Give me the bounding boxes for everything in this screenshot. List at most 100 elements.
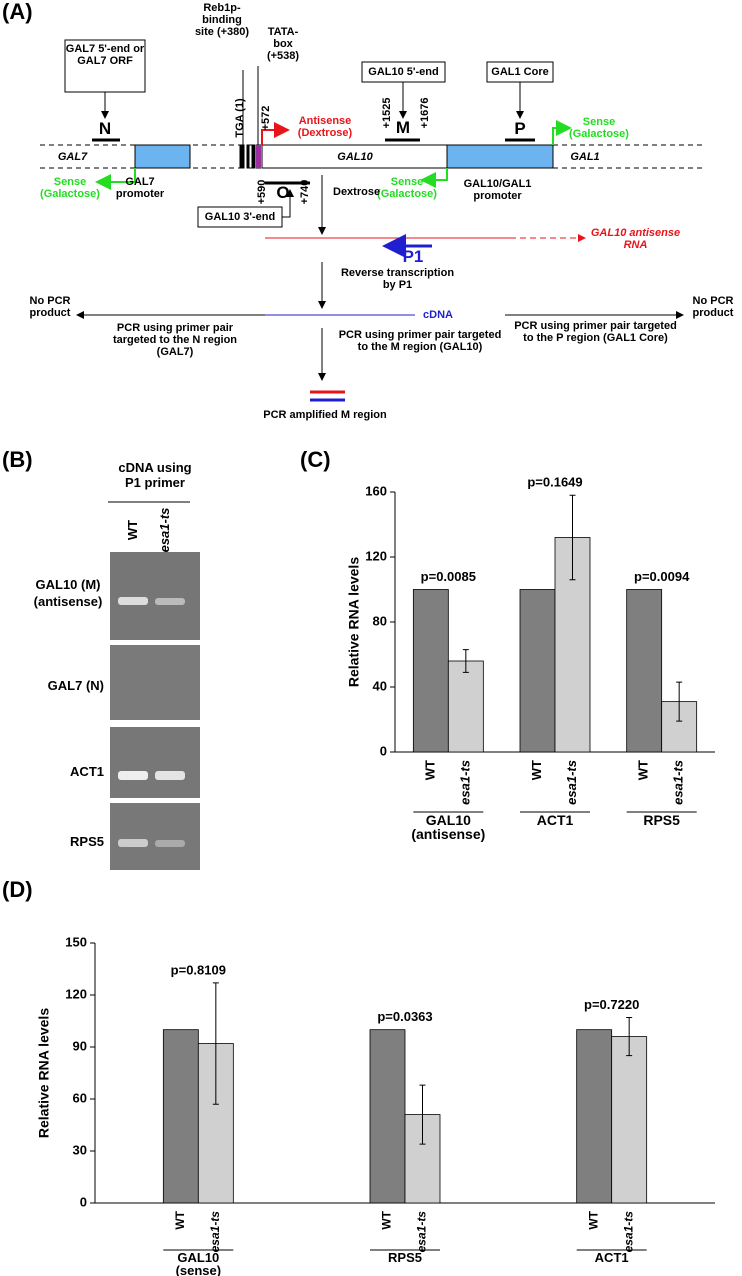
gel-header: cDNA using P1 primer (118, 460, 192, 490)
label: M (395, 118, 411, 137)
label: TATA-box (+538) (266, 26, 300, 62)
annotation: p=0.7220 (584, 997, 639, 1012)
series-label: WT (422, 760, 437, 780)
band (155, 771, 185, 780)
bar (412, 589, 449, 753)
series-label: esa1-ts (621, 1211, 635, 1253)
tata-box (256, 145, 261, 168)
y-tick-label: 160 (365, 483, 387, 498)
y-tick-label: 120 (65, 986, 87, 1001)
band (118, 771, 148, 780)
series-label: WT (380, 1210, 394, 1229)
label: GAL1 (570, 151, 600, 163)
row-label: GAL7 (N) (47, 678, 104, 693)
series-label: esa1-ts (208, 1211, 222, 1253)
label: GAL7 promoter (115, 176, 165, 200)
bar (576, 1029, 613, 1204)
annotation: p=0.0363 (377, 1009, 432, 1024)
panel-label: (C) (300, 447, 331, 472)
label: Sense (Galactose) (377, 176, 437, 200)
band (155, 598, 185, 605)
label: +590 (256, 179, 268, 205)
x-tick-label: ACT1 (536, 812, 574, 828)
series-label: WT (636, 760, 651, 780)
y-tick-label: 0 (380, 743, 387, 758)
label: +572 (260, 105, 272, 131)
y-tick-label: 60 (73, 1090, 87, 1105)
y-tick-label: 80 (373, 613, 387, 628)
annotation: p=0.1649 (527, 475, 582, 490)
y-tick-label: 150 (65, 934, 87, 949)
error-bar (212, 982, 219, 1105)
arrow (261, 122, 290, 145)
label: PCR amplified M region (263, 409, 387, 421)
label: GAL10 5'-end (368, 66, 439, 78)
series-label: WT (529, 760, 544, 780)
label: Sense (Galactose) (569, 116, 629, 140)
label: GAL10/GAL1 promoter (463, 178, 532, 202)
x-tick-label: GAL10 (sense) (175, 1250, 222, 1276)
label: GAL10 antisense RNA (590, 227, 681, 251)
error-bar (676, 681, 683, 722)
series-label: WT (586, 1210, 600, 1229)
bar (611, 1036, 648, 1204)
label: +1525 (381, 97, 393, 129)
gel (108, 501, 200, 870)
series-label: esa1-ts (564, 760, 579, 805)
y-axis-title: Relative RNA levels (346, 557, 362, 687)
series-label: esa1-ts (457, 760, 472, 805)
panel-label: (A) (2, 0, 33, 24)
row-label: ACT1 (70, 764, 104, 779)
diagram (40, 39, 705, 402)
promoter (134, 144, 191, 169)
label: GAL10 (337, 151, 373, 163)
band (118, 839, 148, 847)
label: No PCR product (29, 295, 71, 319)
series-label: WT (173, 1210, 187, 1229)
gel-strip (110, 552, 200, 640)
lane-label: esa1-ts (157, 507, 172, 553)
x-tick-label: RPS5 (643, 812, 680, 828)
label: Reverse transcription by P1 (340, 267, 455, 291)
y-tick-label: 120 (365, 548, 387, 563)
label: cDNA (423, 309, 453, 321)
label: Dextrose (333, 186, 381, 198)
label: GAL1 Core (491, 66, 549, 78)
x-tick-label: ACT1 (594, 1250, 629, 1265)
series-label: esa1-ts (671, 760, 686, 805)
label: No PCR product (692, 295, 734, 319)
y-tick-label: 0 (80, 1194, 87, 1209)
gel-strip (110, 727, 200, 798)
bar (162, 1029, 199, 1204)
annotation: p=0.8109 (171, 962, 226, 977)
arrow (420, 168, 448, 188)
label: +1676 (419, 97, 431, 129)
error-bar (462, 649, 469, 673)
band (155, 840, 185, 847)
bar (447, 660, 484, 753)
lane-label: WT (125, 519, 140, 541)
label: Sense (Galactose) (40, 176, 100, 200)
error-bar (626, 1017, 633, 1057)
label: N (98, 119, 112, 138)
label: GAL7 5'-end or GAL7 ORF (65, 43, 145, 67)
gel-strip (110, 645, 200, 720)
y-axis-title: Relative RNA levels (36, 1008, 52, 1138)
annotation: p=0.0085 (421, 569, 476, 584)
arrow (552, 120, 572, 145)
label: GAL10 3'-end (204, 211, 276, 223)
row-label: RPS5 (70, 834, 104, 849)
y-tick-label: 40 (373, 678, 387, 693)
series-label: esa1-ts (415, 1211, 429, 1253)
error-bar (569, 494, 576, 581)
label: TGA (1) (234, 98, 246, 138)
bar (369, 1029, 406, 1204)
x-tick-label: RPS5 (388, 1250, 422, 1265)
panel-label: (D) (2, 877, 33, 902)
band (118, 597, 148, 605)
error-bar (419, 1084, 426, 1145)
promoter (446, 144, 554, 169)
label: PCR using primer pair targeted to the N … (112, 322, 238, 358)
